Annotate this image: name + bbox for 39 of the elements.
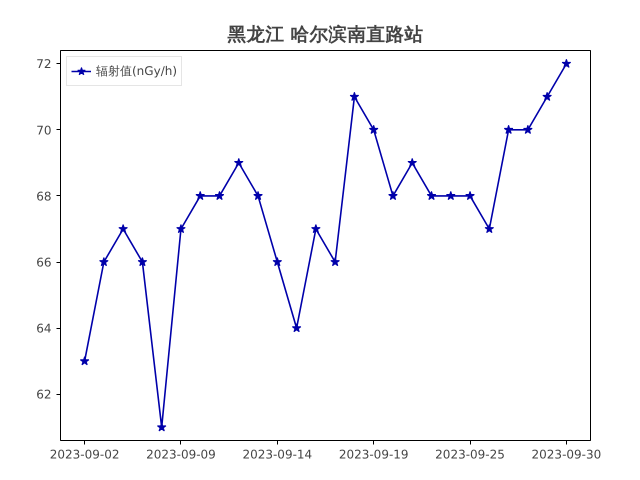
- y-tick-label: 64: [36, 322, 52, 336]
- point: [292, 323, 302, 332]
- point: [523, 124, 533, 134]
- point: [234, 158, 244, 168]
- x-tick-label: 2023-09-19: [338, 448, 409, 462]
- point: [330, 257, 340, 266]
- point: [176, 224, 186, 234]
- point: [368, 124, 378, 134]
- y-tick-label: 70: [36, 123, 52, 138]
- point: [214, 190, 224, 200]
- x-tick-label: 2023-09-02: [50, 448, 120, 462]
- point: [446, 190, 456, 200]
- point: [465, 190, 475, 200]
- point: [350, 92, 360, 101]
- point: [562, 58, 572, 68]
- point: [407, 158, 418, 168]
- point: [80, 356, 90, 366]
- point: [542, 92, 552, 101]
- x-tick-label: 2023-09-30: [532, 448, 602, 462]
- point: [388, 190, 398, 200]
- point: [426, 190, 436, 200]
- chart-title: 黑龙江 哈尔滨南直路站: [226, 24, 424, 46]
- point: [504, 124, 514, 134]
- y-tick-label: 72: [36, 57, 52, 72]
- x-tick-label: 2023-09-09: [146, 448, 216, 462]
- point: [195, 190, 206, 200]
- y-tick-label: 66: [36, 256, 52, 270]
- point: [118, 224, 128, 234]
- y-tick-label: 62: [36, 388, 52, 402]
- x-tick-label: 2023-09-25: [435, 448, 505, 462]
- point: [99, 257, 109, 266]
- point: [253, 190, 263, 200]
- point: [484, 224, 494, 234]
- legend-label: 辐射值(nGy/h): [96, 62, 178, 80]
- x-tick-label: 2023-09-14: [242, 448, 312, 462]
- point: [138, 257, 148, 266]
- point: [311, 224, 321, 234]
- point: [272, 257, 282, 266]
- y-tick-label: 68: [36, 189, 52, 204]
